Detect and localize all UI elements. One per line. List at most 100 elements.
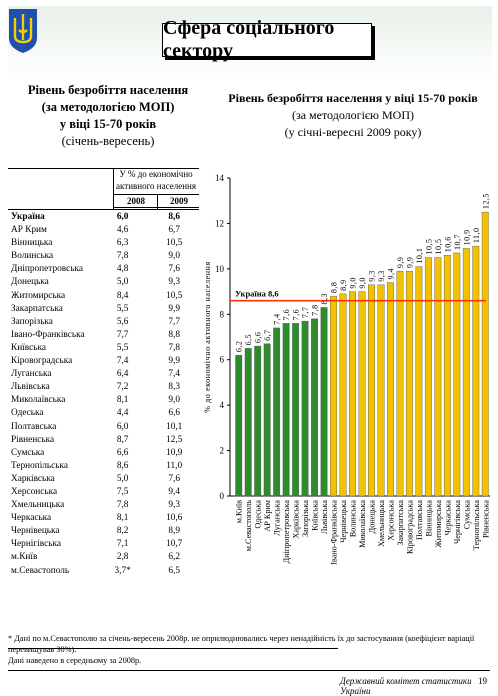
- value-2009: 9,9: [168, 303, 181, 314]
- value-2008: 6,4: [116, 369, 129, 380]
- left-section-title: Рівень безробіття населення (за методоло…: [10, 82, 206, 150]
- region-name: Чернівецька: [11, 526, 60, 537]
- value-2009: 11,0: [166, 460, 183, 471]
- bar: [443, 255, 451, 497]
- value-2009: 9,3: [168, 500, 181, 511]
- region-name: м.Київ: [11, 552, 38, 563]
- value-2009: 10,9: [166, 447, 183, 458]
- y-tick-label: 2: [220, 446, 225, 456]
- category-label: Рівненська: [481, 500, 490, 538]
- bar: [292, 323, 300, 497]
- value-2009: 9,4: [168, 486, 181, 497]
- region-name: Житомирська: [11, 290, 66, 301]
- value-2009: 10,5: [166, 290, 183, 301]
- value-2008: 6,0: [116, 212, 129, 222]
- value-2008: 2,8: [116, 552, 129, 563]
- value-2009: 8,9: [168, 526, 181, 537]
- value-2008: 7,8: [116, 500, 129, 511]
- bar: [235, 354, 243, 497]
- table-row: Миколаївська 8,1 9,0: [8, 394, 200, 407]
- left-title-line1: Рівень безробіття населення: [27, 83, 189, 97]
- bar: [244, 348, 252, 497]
- chart-title-line1: Рівень безробіття населення у віці 15-70…: [228, 91, 478, 105]
- value-2009: 7,4: [168, 369, 181, 380]
- value-2009: 12,5: [166, 434, 183, 445]
- bar-value-label: 10,5: [434, 239, 443, 255]
- category-label: Закарпатська: [396, 500, 405, 546]
- region-name: Київська: [11, 342, 46, 353]
- region-name: Івано-Франківська: [11, 329, 85, 340]
- region-name: м.Севастополь: [11, 565, 70, 576]
- value-2008: 4,6: [116, 225, 129, 236]
- category-label: Сумська: [462, 500, 471, 530]
- value-2009: 9,0: [168, 395, 181, 406]
- category-label: Тернопільська: [472, 500, 481, 551]
- region-name: Донецька: [11, 277, 49, 288]
- bar: [320, 307, 328, 497]
- value-2009: 9,0: [168, 251, 181, 262]
- table-row: Сумська 6,6 10,9: [8, 447, 200, 460]
- bar: [368, 284, 375, 497]
- category-label: Дніпропетровська: [282, 500, 291, 564]
- value-2008: 5,0: [116, 473, 129, 484]
- value-2009: 10,7: [166, 539, 183, 550]
- bar-value-label: 8,9: [339, 279, 348, 291]
- chart-title: Рівень безробіття населення у віці 15-70…: [218, 90, 488, 141]
- bar-value-label: 12,5: [481, 193, 490, 209]
- bar-value-label: 9,9: [396, 257, 405, 269]
- value-2008: 7,5: [116, 486, 129, 497]
- region-name: Львівська: [11, 382, 50, 393]
- bar: [311, 318, 319, 497]
- footnote-line2: Дані наведено в середньому за 2008р.: [8, 656, 142, 665]
- bar-value-label: 6,2: [235, 341, 244, 353]
- value-2008: 8,2: [116, 526, 129, 537]
- table-row: Луганська 6,4 7,4: [8, 368, 200, 381]
- region-name: АР Крим: [11, 225, 47, 236]
- table-row: Кіровоградська 7,4 9,9: [8, 355, 200, 368]
- region-name: Херсонська: [11, 486, 58, 497]
- region-name: Одеська: [11, 408, 44, 419]
- left-title-line3: у віці 15-70 років: [59, 117, 157, 131]
- bar-value-label: 7,6: [282, 309, 291, 321]
- table-row: Харківська 5,0 7,6: [8, 473, 200, 486]
- value-2008: 6,6: [116, 447, 129, 458]
- bar: [263, 343, 271, 497]
- category-label: Чернівецька: [339, 500, 348, 543]
- category-label: Кіровоградська: [405, 500, 414, 554]
- bar-value-label: 7,6: [292, 309, 301, 321]
- page-number: 19: [478, 676, 487, 686]
- value-2009: 8,6: [168, 212, 181, 222]
- unemployment-bar-chart: 0 2 4 6 8 10 12 14 % до економічно активного нас…: [203, 173, 490, 565]
- value-2009: 8,3: [168, 382, 181, 393]
- bar-value-label: 9,0: [349, 277, 358, 289]
- value-2008: 8,1: [116, 395, 129, 406]
- value-2008: 8,4: [116, 290, 129, 301]
- category-label: Миколаївська: [358, 500, 367, 548]
- footnote-line1: * Дані по м.Севастополю за січень-вересе…: [8, 634, 475, 654]
- table-row: Закарпатська 5,5 9,9: [8, 303, 200, 316]
- bar-value-label: 7,8: [311, 304, 320, 316]
- table-row: Запорізька 5,6 7,7: [8, 316, 200, 329]
- value-2009: 8,8: [168, 329, 181, 340]
- bar: [301, 320, 309, 497]
- bar: [481, 211, 489, 497]
- table-header-unit: У % до економічно активного населення: [116, 169, 196, 191]
- bar: [424, 257, 432, 497]
- region-name: Кіровоградська: [11, 356, 73, 367]
- bar-value-label: 6,7: [263, 329, 272, 341]
- table-row: Україна 6,0 8,6: [8, 211, 200, 224]
- table-row: Волинська 7,8 9,0: [8, 250, 200, 263]
- bar: [434, 257, 442, 497]
- region-name: Рівненська: [11, 434, 55, 445]
- y-tick-label: 6: [220, 355, 225, 365]
- left-title-line4: (січень-вересень): [61, 134, 155, 148]
- bar: [339, 293, 347, 497]
- category-label: Київська: [311, 500, 320, 531]
- bar: [349, 291, 356, 497]
- value-2009: 10,1: [166, 421, 183, 432]
- bar: [453, 252, 461, 497]
- category-label: Харківська: [292, 500, 301, 539]
- value-2008: 5,5: [116, 303, 129, 314]
- category-label: м.Київ: [235, 500, 244, 523]
- region-name: Сумська: [11, 447, 45, 458]
